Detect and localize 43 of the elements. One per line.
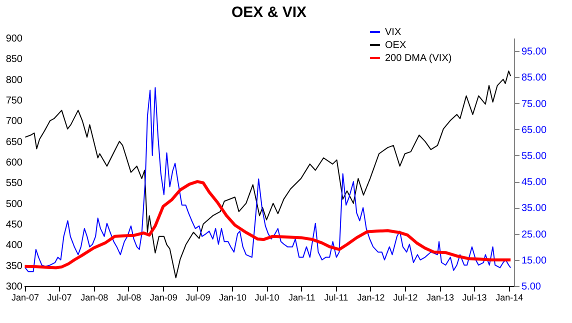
y2-tick-label: 85.00 bbox=[522, 72, 547, 84]
x-tick-label: Jan-12 bbox=[357, 292, 385, 302]
y-tick-label: 900 bbox=[6, 34, 23, 44]
y-tick-label: 550 bbox=[6, 178, 23, 190]
y2-tick-label: 65.00 bbox=[522, 124, 547, 136]
y-tick-label: 300 bbox=[6, 282, 23, 292]
x-tick-label: Jan-13 bbox=[426, 292, 454, 302]
y-tick-label: 350 bbox=[6, 260, 23, 272]
x-tick-label: Jul-11 bbox=[324, 292, 348, 302]
x-tick-label: Jan-10 bbox=[219, 292, 247, 302]
y2-tick-label: 45.00 bbox=[522, 177, 547, 188]
y2-tick-label: 55.00 bbox=[522, 150, 547, 162]
y2-tick-label: 95.00 bbox=[522, 46, 547, 58]
y-tick-label: 850 bbox=[6, 54, 23, 66]
y-tick-label: 450 bbox=[6, 220, 23, 230]
chart-title: OEX & VIX bbox=[231, 4, 307, 21]
x-tick-label: Jan-11 bbox=[288, 292, 316, 302]
y-tick-label: 750 bbox=[6, 96, 23, 106]
x-tick-label: Jan-09 bbox=[150, 292, 178, 302]
x-tick-label: Jul-08 bbox=[116, 292, 142, 302]
y2-tick-label: 5.00 bbox=[522, 282, 542, 292]
x-tick-label: Jul-09 bbox=[186, 292, 210, 302]
y-tick-label: 800 bbox=[6, 74, 23, 86]
x-tick-label: Jan-14 bbox=[496, 292, 524, 302]
x-tick-label: Jan-08 bbox=[80, 292, 108, 302]
y2-tick-label: 15.00 bbox=[522, 255, 547, 266]
y-tick-label: 600 bbox=[6, 158, 23, 168]
legend-label: VIX bbox=[385, 27, 402, 38]
y-tick-label: 500 bbox=[6, 198, 23, 210]
y2-tick-label: 75.00 bbox=[522, 98, 547, 110]
x-tick-label: Jan-07 bbox=[11, 292, 40, 302]
x-tick-label: Jul-07 bbox=[47, 292, 72, 302]
y-tick-label: 400 bbox=[6, 240, 23, 252]
x-tick-label: Jul-13 bbox=[462, 292, 487, 302]
y2-tick-label: 35.00 bbox=[522, 203, 547, 214]
y-tick-label: 650 bbox=[6, 136, 23, 148]
x-tick-label: Jul-12 bbox=[393, 292, 418, 302]
y-tick-label: 700 bbox=[6, 116, 23, 128]
y2-tick-label: 25.00 bbox=[522, 229, 547, 240]
line-series bbox=[23, 180, 512, 270]
legend-label: OEX bbox=[385, 40, 406, 51]
x-tick-label: Jul-10 bbox=[254, 292, 280, 302]
legend-label: 200 DMA (VIX) bbox=[385, 53, 452, 64]
